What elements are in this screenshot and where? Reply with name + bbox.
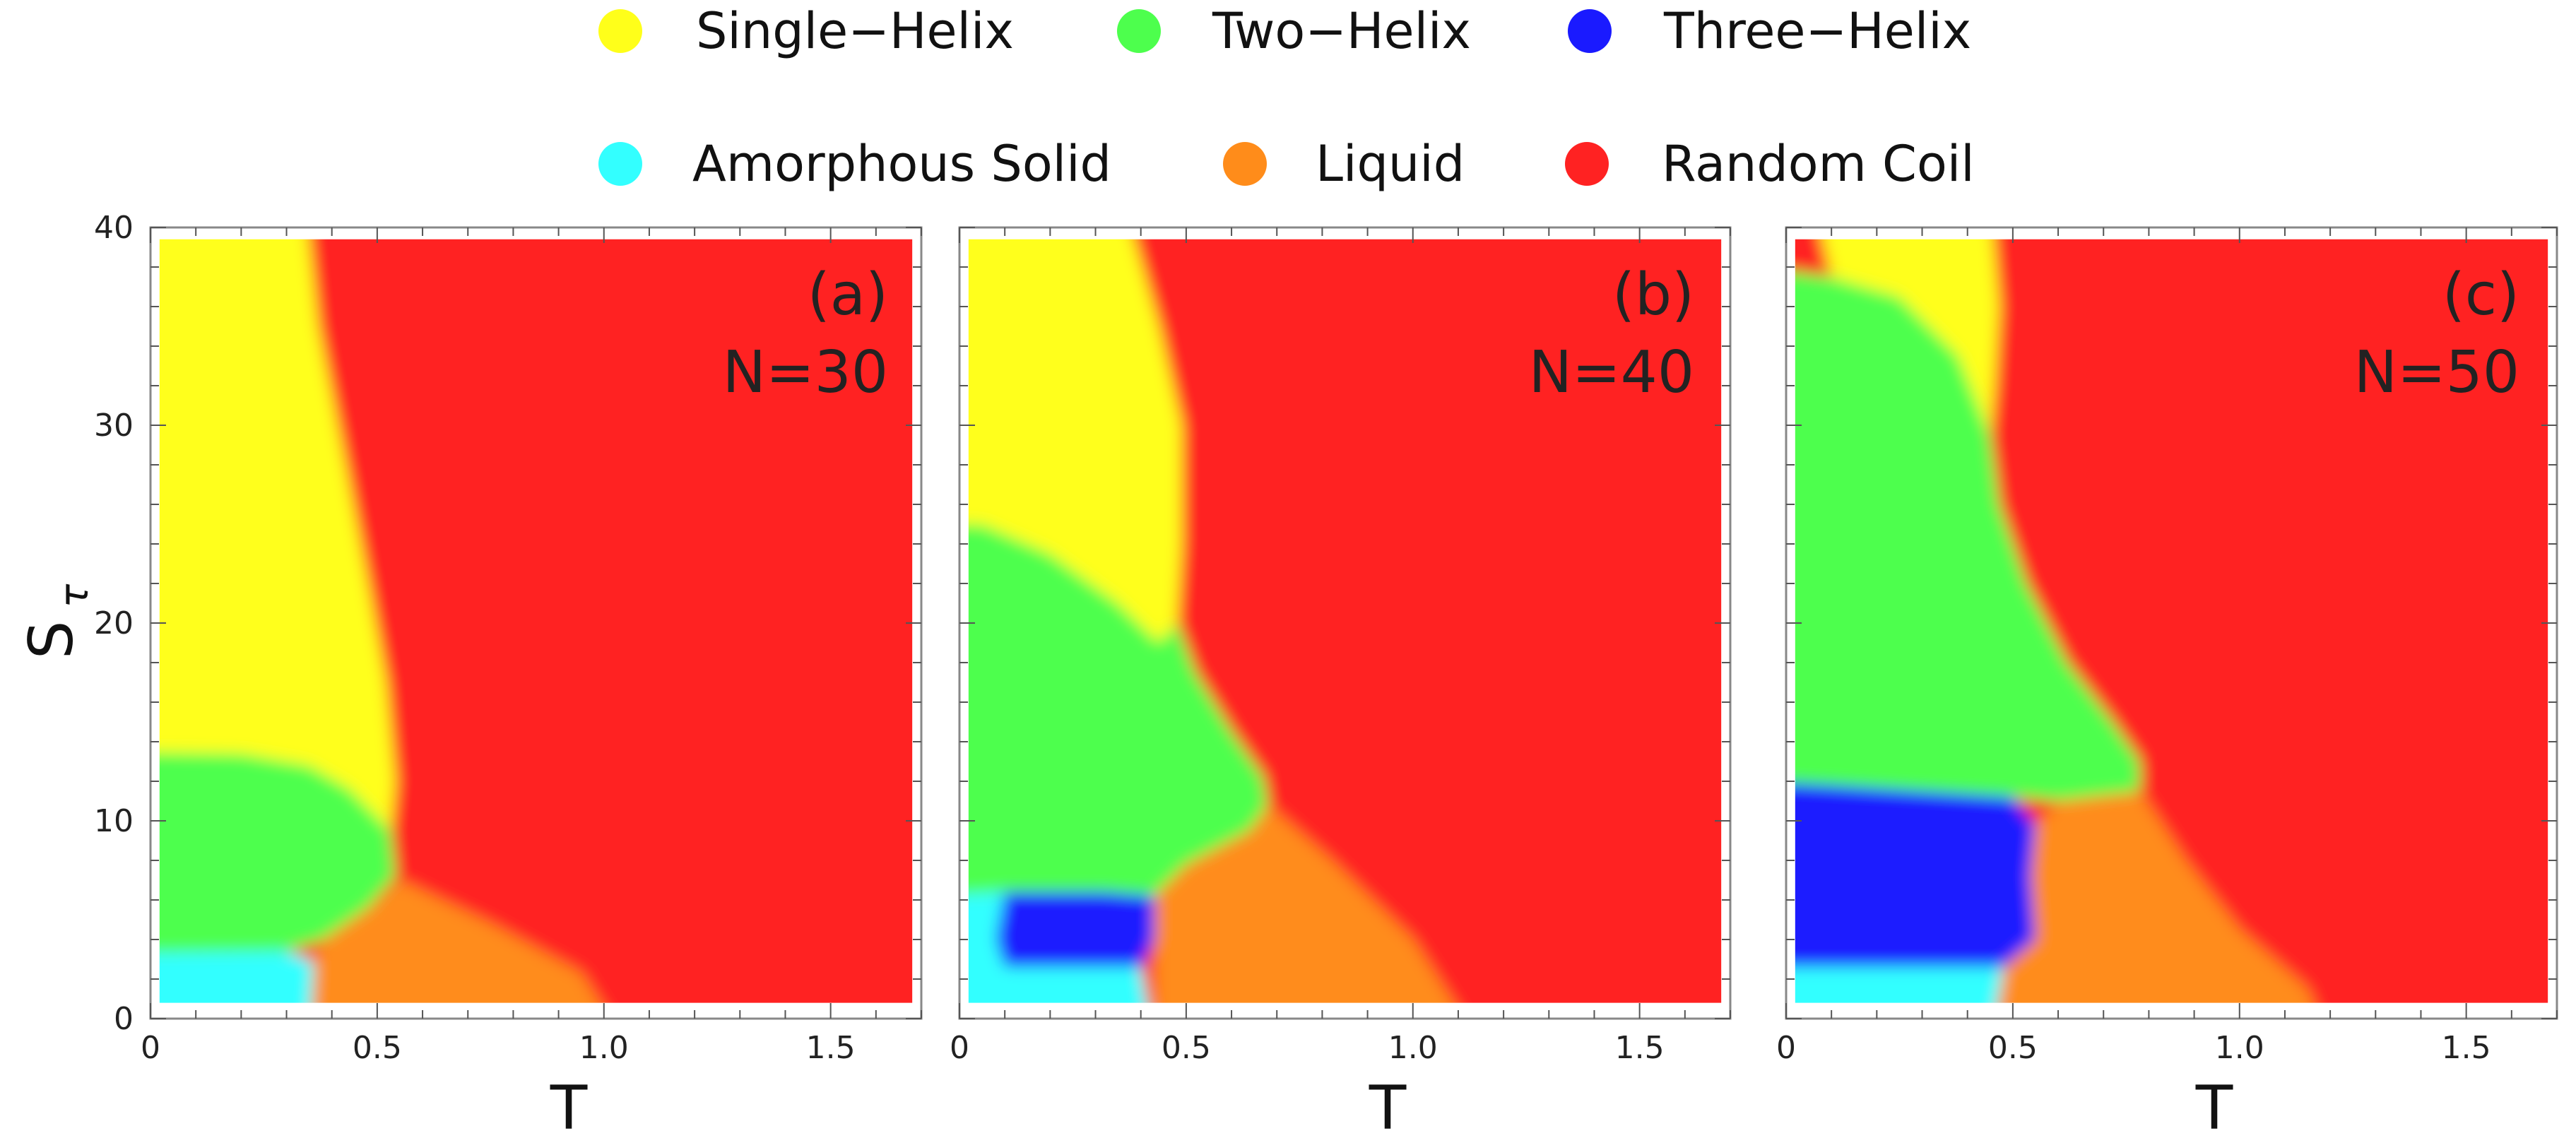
phase-regions (1795, 239, 2548, 1003)
legend-label-random-coil: Random Coil (1662, 135, 1975, 193)
x-tick-label-c-3: 1.5 (2442, 1030, 2491, 1066)
legend-entry-single-helix: Single−Helix (598, 2, 1014, 60)
panel-c: (c) N=50 0 0.5 1.0 1.5 T (1776, 226, 2558, 1138)
phase-regions (968, 239, 1722, 1003)
region-two-helix (968, 524, 1268, 896)
region-liquid (1997, 791, 2313, 1003)
x-axis-title-c: T (2195, 1073, 2233, 1138)
legend-marker-three-helix (1568, 9, 1612, 53)
x-tick-label-a-0: 0 (141, 1030, 160, 1066)
legend-entry-three-helix: Three−Helix (1568, 2, 1971, 60)
legend-marker-amorphous-solid (598, 142, 642, 186)
panel-a: (a) N=30 0 0.5 1.0 1.5 0 10 20 30 40 T (94, 210, 923, 1138)
region-three-helix (1795, 783, 2036, 968)
panel-label-a: (a) (808, 261, 888, 328)
x-tick-label-c-2: 1.0 (2215, 1030, 2264, 1066)
region-amorphous-solid (968, 891, 1147, 1003)
y-axis-title: Sτ (16, 584, 98, 660)
region-single-helix (159, 239, 396, 831)
region-two-helix (159, 752, 396, 953)
legend-label-three-helix: Three−Helix (1663, 2, 1971, 60)
panel-b: (b) N=40 0 0.5 1.0 1.5 T (950, 226, 1732, 1138)
y-tick-label-0: 0 (114, 1001, 134, 1037)
legend-label-amorphous-solid: Amorphous Solid (692, 135, 1111, 193)
panel-label-b: (b) (1612, 261, 1694, 328)
x-tick-label-b-0: 0 (950, 1030, 969, 1066)
panel-label-c: (c) (2442, 261, 2519, 328)
y-tick-label-2: 20 (94, 605, 134, 641)
legend-label-two-helix: Two−Helix (1212, 2, 1471, 60)
heatmap-a (159, 239, 913, 1003)
region-three-helix (995, 891, 1154, 968)
panel-annotation-a: N=30 (723, 339, 888, 406)
region-single-helix (968, 239, 1182, 643)
x-axis-title-b: T (1369, 1073, 1407, 1138)
panel-annotation-c: N=50 (2354, 339, 2519, 406)
legend-entry-liquid: Liquid (1223, 135, 1465, 193)
legend-label-liquid: Liquid (1316, 135, 1465, 193)
legend-marker-two-helix (1117, 9, 1161, 53)
y-tick-label-1: 10 (94, 803, 134, 839)
y-axis-title-subscript: τ (52, 584, 98, 608)
chart-legend: Single−Helix Two−Helix Three−Helix Amorp… (598, 2, 1975, 193)
legend-marker-liquid (1223, 142, 1267, 186)
heatmap-b (968, 239, 1722, 1003)
region-liquid (311, 880, 600, 1003)
legend-marker-random-coil (1565, 142, 1609, 186)
ticks-b (959, 227, 1731, 1019)
x-tick-label-a-2: 1.0 (579, 1030, 629, 1066)
heatmap-c (1795, 239, 2548, 1003)
region-single-helix (1822, 239, 1999, 435)
legend-marker-single-helix (598, 9, 642, 53)
x-tick-label-c-1: 0.5 (1988, 1030, 2038, 1066)
x-tick-label-a-1: 0.5 (353, 1030, 402, 1066)
y-tick-label-4: 40 (94, 210, 134, 246)
x-axis-title-a: T (550, 1073, 588, 1138)
x-tick-label-b-3: 1.5 (1615, 1030, 1665, 1066)
ticks-c (1785, 227, 2558, 1019)
x-tick-label-c-0: 0 (1776, 1030, 1796, 1066)
y-axis-title-main: S (16, 621, 87, 660)
region-amorphous-solid (159, 951, 314, 1003)
region-two-helix (1795, 272, 2140, 801)
legend-entry-random-coil: Random Coil (1565, 135, 1975, 193)
region-amorphous-solid (1795, 967, 2004, 1003)
x-tick-label-b-1: 0.5 (1162, 1030, 1211, 1066)
x-tick-label-a-3: 1.5 (806, 1030, 856, 1066)
x-tick-label-b-2: 1.0 (1388, 1030, 1438, 1066)
region-liquid (1154, 805, 1453, 1003)
ticks-a (150, 227, 922, 1019)
legend-entry-amorphous-solid: Amorphous Solid (598, 135, 1111, 193)
legend-label-single-helix: Single−Helix (696, 2, 1014, 60)
panel-annotation-b: N=40 (1529, 339, 1694, 406)
y-tick-label-3: 30 (94, 408, 134, 444)
legend-entry-two-helix: Two−Helix (1117, 2, 1471, 60)
phase-regions (159, 239, 913, 1003)
